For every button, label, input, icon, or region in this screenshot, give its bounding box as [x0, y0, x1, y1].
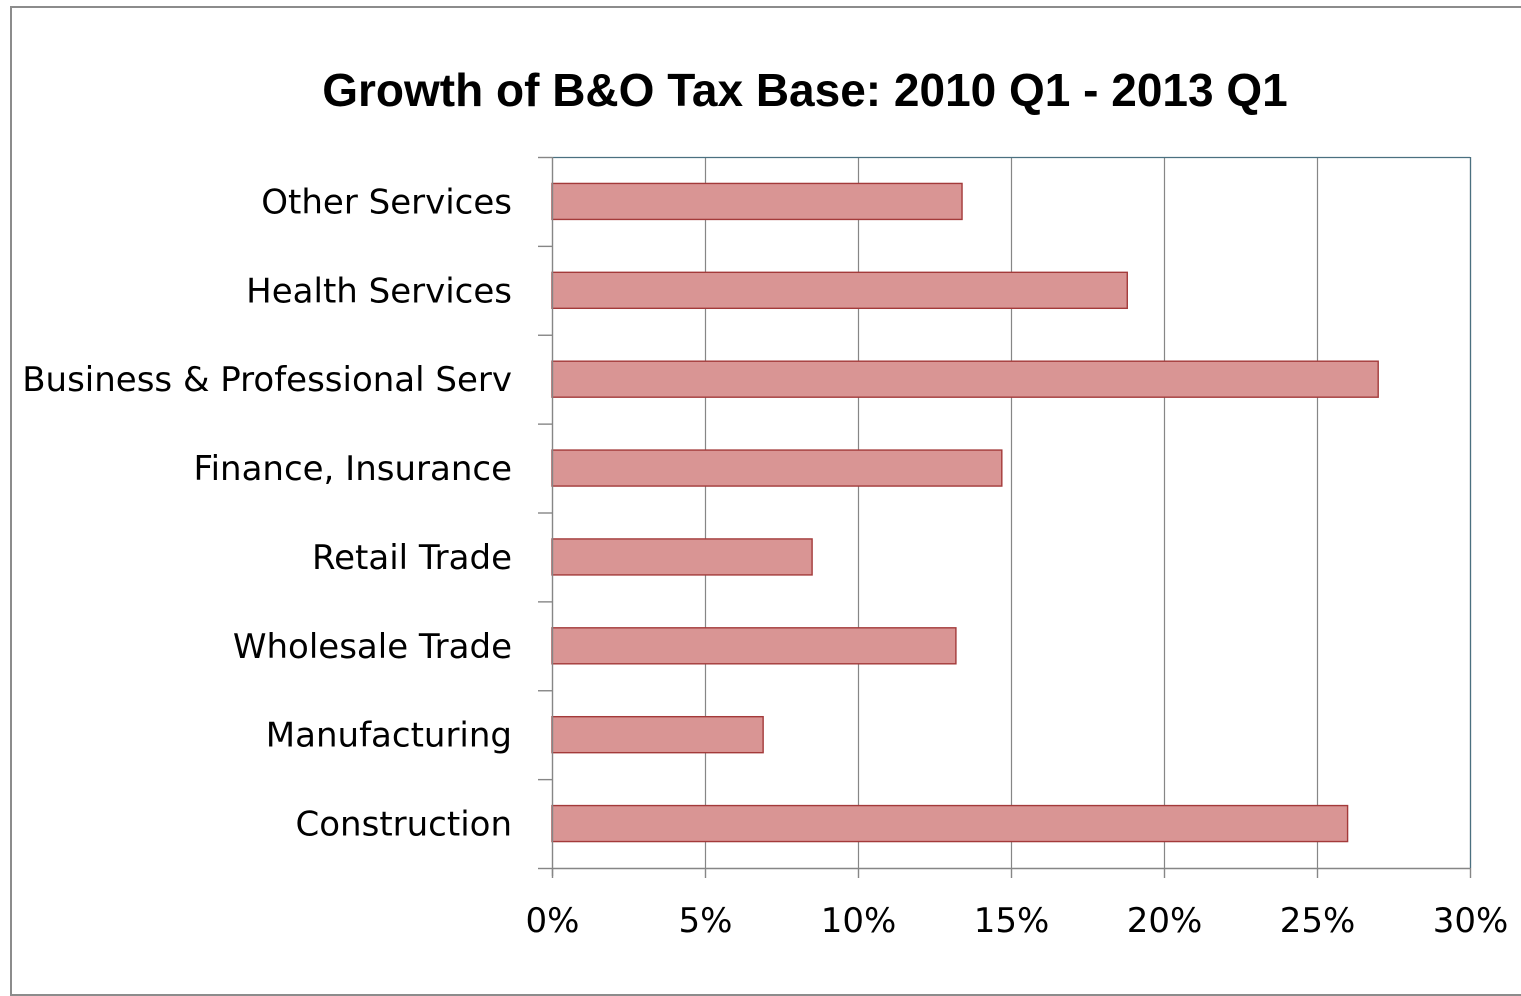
- bar: [551, 804, 1349, 843]
- bar-chart: Growth of B&O Tax Base: 2010 Q1 - 2013 Q…: [22, 64, 1509, 941]
- category-label: Construction: [296, 805, 512, 845]
- bar: [551, 360, 1379, 398]
- bar: [551, 715, 764, 754]
- chart-title: Growth of B&O Tax Base: 2010 Q1 - 2013 Q…: [322, 64, 1287, 116]
- x-tick-label: 15%: [974, 901, 1050, 941]
- category-label: Business & Professional Serv: [22, 360, 512, 400]
- bar: [551, 449, 1003, 487]
- bar: [551, 271, 1128, 310]
- bar: [551, 182, 963, 221]
- category-label: Other Services: [261, 182, 512, 222]
- x-tick-label: 0%: [526, 901, 580, 941]
- category-label: Retail Trade: [312, 538, 512, 578]
- category-label: Finance, Insurance: [193, 449, 512, 489]
- x-tick-labels: 0% 5% 10% 15% 20% 25% 30%: [526, 901, 1509, 941]
- category-label: Manufacturing: [266, 716, 512, 756]
- bar: [551, 627, 957, 665]
- bars: [551, 182, 1379, 843]
- grid-lines: [704, 157, 1472, 868]
- x-tick-label: 10%: [821, 901, 897, 941]
- x-tick-label: 30%: [1433, 901, 1509, 941]
- bar: [551, 538, 813, 576]
- category-label: Wholesale Trade: [233, 627, 512, 667]
- x-tick-label: 20%: [1127, 901, 1203, 941]
- category-label: Health Services: [246, 271, 512, 311]
- category-labels: Other Services Health Services Business & …: [22, 182, 512, 844]
- axes: [538, 156, 1472, 878]
- x-tick-label: 5%: [679, 901, 733, 941]
- x-tick-label: 25%: [1280, 901, 1356, 941]
